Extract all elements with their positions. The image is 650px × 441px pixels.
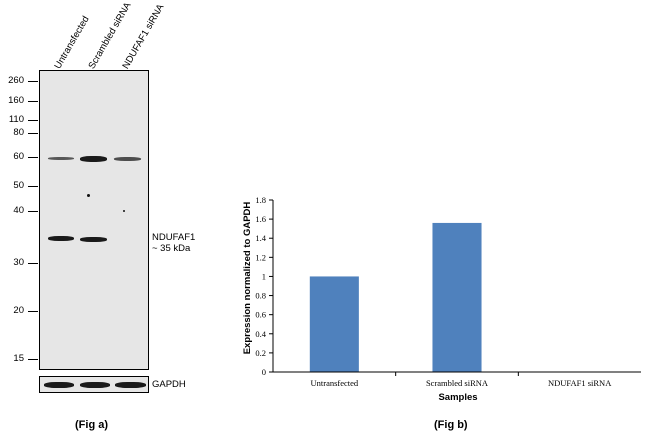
y-tick-label: 0.8 (255, 291, 266, 301)
y-tick-label: 0.4 (255, 329, 266, 339)
x-axis-title: Samples (438, 392, 477, 403)
membrane-speck (123, 210, 125, 212)
band-ndufaf1-untransfected (48, 236, 74, 241)
y-tick-label: 1 (262, 271, 266, 281)
band-60kda-untransfected (48, 157, 74, 160)
band-60kda-scrambled (80, 156, 107, 162)
mw-marker-80: 80 (13, 127, 24, 138)
mw-marker-30: 30 (13, 257, 24, 268)
y-tick-label: 1.2 (255, 252, 266, 262)
x-tick-label: Scrambled siRNA (426, 378, 489, 388)
mw-marker-20: 20 (13, 305, 24, 316)
mw-tick (28, 359, 38, 360)
x-axis-ticks: Untransfected Scrambled siRNA NDUFAF1 siRN… (310, 372, 612, 388)
bar-scrambled-sirna (432, 222, 482, 372)
mw-tick (28, 211, 38, 212)
x-tick-label: Untransfected (310, 378, 358, 388)
gapdh-label: GAPDH (152, 379, 186, 390)
mw-marker-60: 60 (13, 151, 24, 162)
y-tick-label: 1.4 (255, 233, 266, 243)
x-tick-label: NDUFAF1 siRNA (548, 378, 612, 388)
mw-tick (28, 263, 38, 264)
y-tick-label: 0 (262, 367, 266, 377)
band-gapdh-ndufaf1-sirna (115, 382, 146, 388)
y-tick-label: 1.6 (255, 214, 266, 224)
band-gapdh-scrambled (80, 382, 110, 388)
y-tick-label: 0.6 (255, 310, 266, 320)
mw-tick (28, 120, 38, 121)
mw-tick (28, 186, 38, 187)
ndufaf1-label-size: ~ 35 kDa (152, 243, 191, 254)
y-tick-label: 0.2 (255, 348, 266, 358)
lane-label-untransfected: Untransfected (52, 14, 92, 72)
mw-tick (28, 157, 38, 158)
band-60kda-ndufaf1-sirna (114, 157, 141, 161)
mw-tick (28, 101, 38, 102)
y-axis-ticks: 0 0.2 0.4 0.6 0.8 1 1.2 1.4 1.6 1.8 (255, 195, 273, 377)
mw-tick (28, 133, 38, 134)
chart-bars (309, 222, 482, 372)
blot-membrane (39, 70, 149, 370)
ndufaf1-label-name: NDUFAF1 (152, 232, 196, 243)
band-ndufaf1-scrambled (80, 237, 107, 242)
bar-chart: 0 0.2 0.4 0.6 0.8 1 1.2 1.4 1.6 1.8 Untransfected… (242, 195, 641, 403)
membrane-speck (87, 194, 90, 197)
mw-marker-15: 15 (13, 353, 24, 364)
mw-marker-110: 110 (8, 114, 24, 125)
y-tick-label: 1.8 (255, 195, 266, 205)
gapdh-blot-strip (39, 376, 149, 393)
mw-marker-50: 50 (13, 180, 24, 191)
mw-tick (28, 311, 38, 312)
fig-b-caption: (Fig b) (434, 419, 468, 431)
fig-a-caption: (Fig a) (75, 419, 108, 431)
mw-tick (28, 81, 38, 82)
mw-marker-260: 260 (8, 75, 24, 86)
band-gapdh-untransfected (44, 382, 74, 388)
mw-marker-40: 40 (13, 205, 24, 216)
mw-marker-160: 160 (8, 95, 24, 106)
western-blot-panel: Untransfected Scrambled siRNA NDUFAF1 si… (0, 0, 200, 400)
y-axis-title: Expression normalized to GAPDH (242, 202, 253, 355)
ndufaf1-label: NDUFAF1 ~ 35 kDa (152, 232, 195, 254)
bar-untransfected (309, 276, 359, 372)
